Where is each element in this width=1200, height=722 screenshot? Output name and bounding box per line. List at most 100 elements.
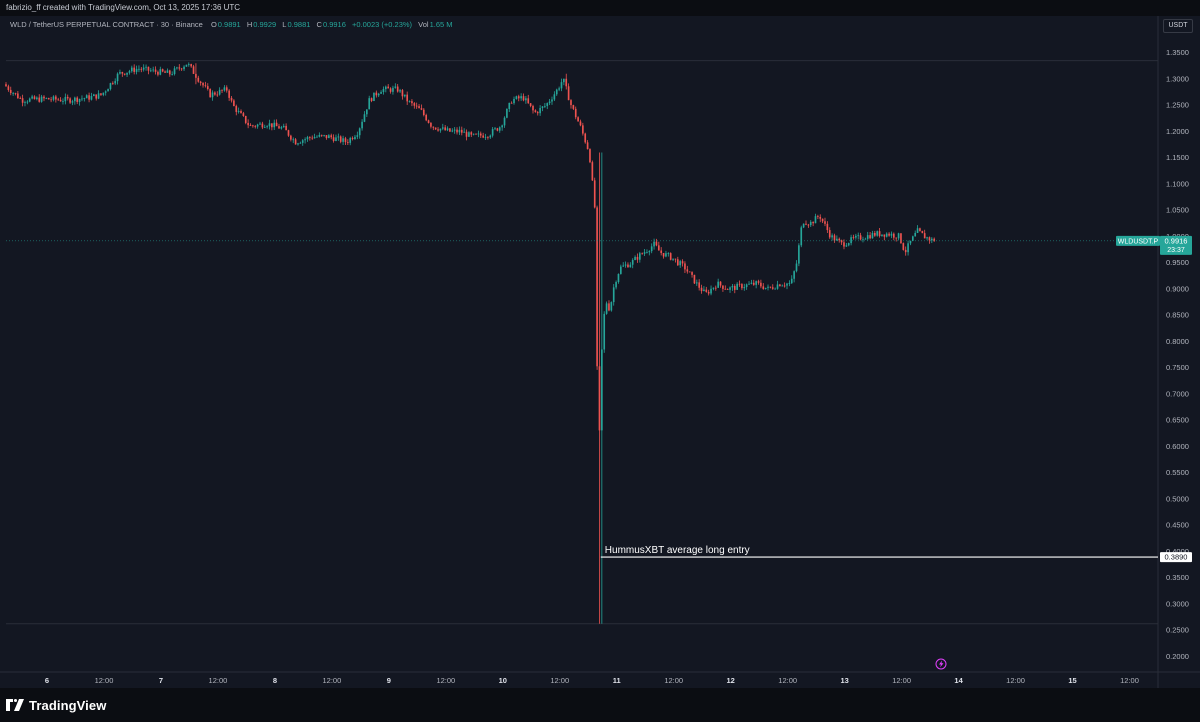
candle xyxy=(826,223,829,231)
x-tick-label: 12:00 xyxy=(664,676,683,685)
candle xyxy=(650,246,653,252)
candle xyxy=(881,234,883,236)
candle xyxy=(729,287,731,290)
candle xyxy=(313,136,316,139)
candle xyxy=(722,285,724,289)
candle xyxy=(563,78,565,83)
y-tick-label: 1.2500 xyxy=(1166,101,1189,110)
candle xyxy=(273,122,276,128)
candle xyxy=(539,107,541,114)
candle xyxy=(767,286,769,288)
price-chart[interactable]: 1.40001.35001.30001.25001.20001.15001.10… xyxy=(0,16,1200,688)
candle xyxy=(384,86,387,90)
candle xyxy=(817,216,819,217)
candle xyxy=(900,233,902,244)
candle xyxy=(223,87,226,91)
lightning-bolt-icon[interactable] xyxy=(935,658,947,670)
x-tick-label: 12:00 xyxy=(1120,676,1139,685)
candle xyxy=(764,287,767,289)
candle xyxy=(254,125,257,127)
candle xyxy=(852,237,855,238)
candle xyxy=(612,287,615,303)
candle xyxy=(572,105,575,109)
candle xyxy=(218,89,221,95)
candle xyxy=(373,92,375,101)
candle xyxy=(318,134,321,137)
candle xyxy=(904,249,907,253)
candle xyxy=(325,135,328,139)
candle xyxy=(515,96,518,99)
legend-close: 0.9916 xyxy=(322,20,346,29)
candle xyxy=(893,233,895,238)
y-tick-label: 0.7500 xyxy=(1166,363,1189,372)
candle xyxy=(470,132,473,135)
candle xyxy=(824,221,826,224)
candle xyxy=(489,135,492,138)
candle xyxy=(719,281,722,286)
candle xyxy=(133,67,136,72)
candle xyxy=(769,286,772,288)
candle xyxy=(387,86,390,89)
candle xyxy=(176,67,178,69)
candle xyxy=(698,282,701,288)
candle xyxy=(463,131,465,133)
candle xyxy=(847,243,850,246)
candle xyxy=(434,127,437,130)
candle xyxy=(396,86,399,92)
candle xyxy=(743,287,746,289)
candle xyxy=(674,258,677,260)
candle xyxy=(638,253,641,260)
candle xyxy=(406,94,409,102)
y-tick-label: 0.7000 xyxy=(1166,389,1189,398)
candle xyxy=(240,110,242,114)
candle xyxy=(261,123,264,128)
candle xyxy=(337,136,340,138)
candle xyxy=(603,313,606,350)
candle xyxy=(157,71,159,75)
candle xyxy=(197,77,200,82)
y-tick-label: 0.9000 xyxy=(1166,284,1189,293)
candle xyxy=(527,98,530,104)
y-tick-label: 1.1500 xyxy=(1166,153,1189,162)
candle xyxy=(368,98,371,110)
chart-area[interactable]: 1.40001.35001.30001.25001.20001.15001.10… xyxy=(0,16,1200,688)
candle xyxy=(641,253,644,255)
candle xyxy=(532,105,534,111)
candle xyxy=(726,289,729,290)
candle xyxy=(100,93,102,95)
candle xyxy=(501,125,503,128)
candle xyxy=(282,125,285,128)
candle xyxy=(757,281,760,283)
candle xyxy=(271,123,273,128)
candle xyxy=(356,135,359,137)
candle xyxy=(546,103,549,106)
candle xyxy=(74,97,76,102)
candle xyxy=(465,131,468,137)
tradingview-logo[interactable]: TradingView xyxy=(6,696,106,714)
price-scale[interactable] xyxy=(1158,16,1200,688)
candle xyxy=(349,138,352,143)
header-caption-bar: fabrizio_ff created with TradingView.com… xyxy=(0,0,1200,16)
candle xyxy=(567,86,570,101)
x-tick-label: 6 xyxy=(45,676,49,685)
candle xyxy=(330,135,333,138)
candle xyxy=(225,87,228,91)
candle xyxy=(871,233,874,239)
y-tick-label: 0.3000 xyxy=(1166,599,1189,608)
candle xyxy=(123,73,126,75)
candle xyxy=(821,218,824,222)
candle xyxy=(97,93,100,99)
candle xyxy=(857,235,860,237)
candle xyxy=(52,96,55,100)
candle xyxy=(636,256,639,260)
candle xyxy=(491,129,494,136)
candle xyxy=(21,98,24,103)
x-tick-label: 12:00 xyxy=(95,676,114,685)
candle xyxy=(487,136,489,138)
price-tag-price: 0.9916 xyxy=(1165,236,1188,245)
candle xyxy=(287,130,290,136)
candle xyxy=(850,237,852,244)
candle xyxy=(876,231,879,236)
candle xyxy=(377,93,380,96)
currency-button[interactable]: USDT xyxy=(1163,19,1193,33)
